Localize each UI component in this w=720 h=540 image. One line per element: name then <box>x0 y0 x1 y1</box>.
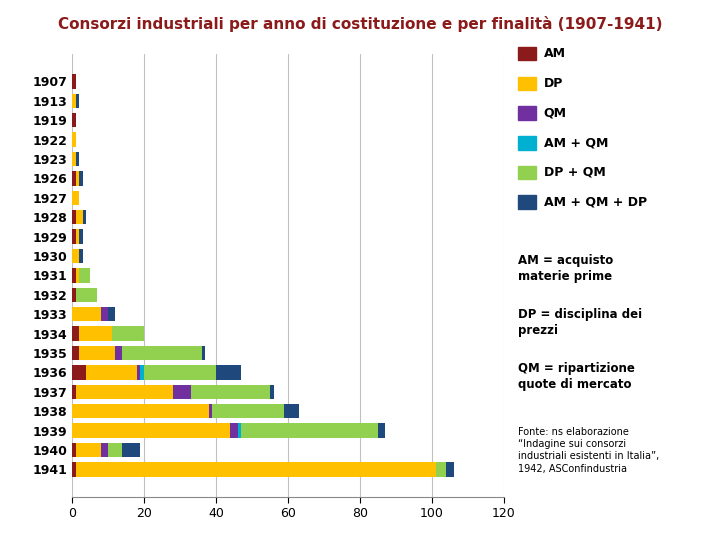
Bar <box>72 74 76 89</box>
Bar <box>76 443 101 457</box>
Bar <box>101 443 108 457</box>
Bar <box>72 249 79 264</box>
Bar <box>108 443 122 457</box>
Text: DP: DP <box>544 77 563 90</box>
Text: DP = disciplina dei
prezzi: DP = disciplina dei prezzi <box>518 308 642 337</box>
Text: DP + QM: DP + QM <box>544 166 606 179</box>
Bar <box>72 171 76 186</box>
Bar <box>79 249 83 264</box>
Bar <box>76 152 79 166</box>
Bar <box>216 365 241 380</box>
Bar <box>209 404 212 418</box>
Bar <box>241 423 378 438</box>
Text: Fonte: ns elaborazione
“Indagine sui consorzi
industriali esistenti in Italia”,
: Fonte: ns elaborazione “Indagine sui con… <box>518 427 660 474</box>
Bar <box>72 210 76 225</box>
Bar <box>76 462 436 477</box>
Bar <box>76 171 79 186</box>
Bar <box>72 384 76 399</box>
Bar <box>76 268 79 282</box>
Bar <box>140 365 144 380</box>
Bar <box>79 326 112 341</box>
Bar <box>76 287 97 302</box>
Bar <box>72 287 76 302</box>
Text: AM + QM: AM + QM <box>544 136 608 149</box>
Bar <box>76 384 173 399</box>
Text: Consorzi industriali per anno di costituzione e per finalità (1907-1941): Consorzi industriali per anno di costitu… <box>58 16 662 32</box>
Bar <box>72 404 209 418</box>
Bar <box>76 210 83 225</box>
Bar <box>212 404 284 418</box>
Bar <box>86 365 137 380</box>
Bar <box>173 384 191 399</box>
Bar <box>76 230 79 244</box>
Bar <box>436 462 446 477</box>
Text: AM: AM <box>544 47 566 60</box>
Bar <box>79 171 83 186</box>
Text: QM: QM <box>544 106 567 119</box>
Bar <box>72 346 79 360</box>
Bar <box>72 268 76 282</box>
Bar <box>83 210 86 225</box>
Bar <box>378 423 385 438</box>
Bar <box>202 346 205 360</box>
Bar <box>72 113 76 127</box>
Bar <box>79 346 115 360</box>
Bar <box>112 326 144 341</box>
Bar <box>72 307 101 321</box>
Bar <box>79 230 83 244</box>
Text: QM = ripartizione
quote di mercato: QM = ripartizione quote di mercato <box>518 362 635 391</box>
Bar <box>284 404 299 418</box>
Bar <box>101 307 108 321</box>
Bar <box>72 152 76 166</box>
Bar <box>238 423 241 438</box>
Bar <box>122 346 202 360</box>
Bar <box>72 230 76 244</box>
Bar <box>230 423 238 438</box>
Bar <box>72 191 79 205</box>
Bar <box>115 346 122 360</box>
Bar <box>72 443 76 457</box>
Bar <box>122 443 140 457</box>
Bar <box>108 307 115 321</box>
Bar <box>270 384 274 399</box>
Text: AM = acquisto
materie prime: AM = acquisto materie prime <box>518 254 613 283</box>
Bar <box>72 132 76 147</box>
Bar <box>191 384 270 399</box>
Bar <box>76 93 79 108</box>
Bar <box>72 462 76 477</box>
Text: AM + QM + DP: AM + QM + DP <box>544 195 647 208</box>
Bar <box>72 93 76 108</box>
Bar <box>72 326 79 341</box>
Bar <box>144 365 216 380</box>
Bar <box>72 365 86 380</box>
Bar <box>79 268 90 282</box>
Bar <box>137 365 140 380</box>
Bar <box>72 423 230 438</box>
Bar <box>446 462 454 477</box>
